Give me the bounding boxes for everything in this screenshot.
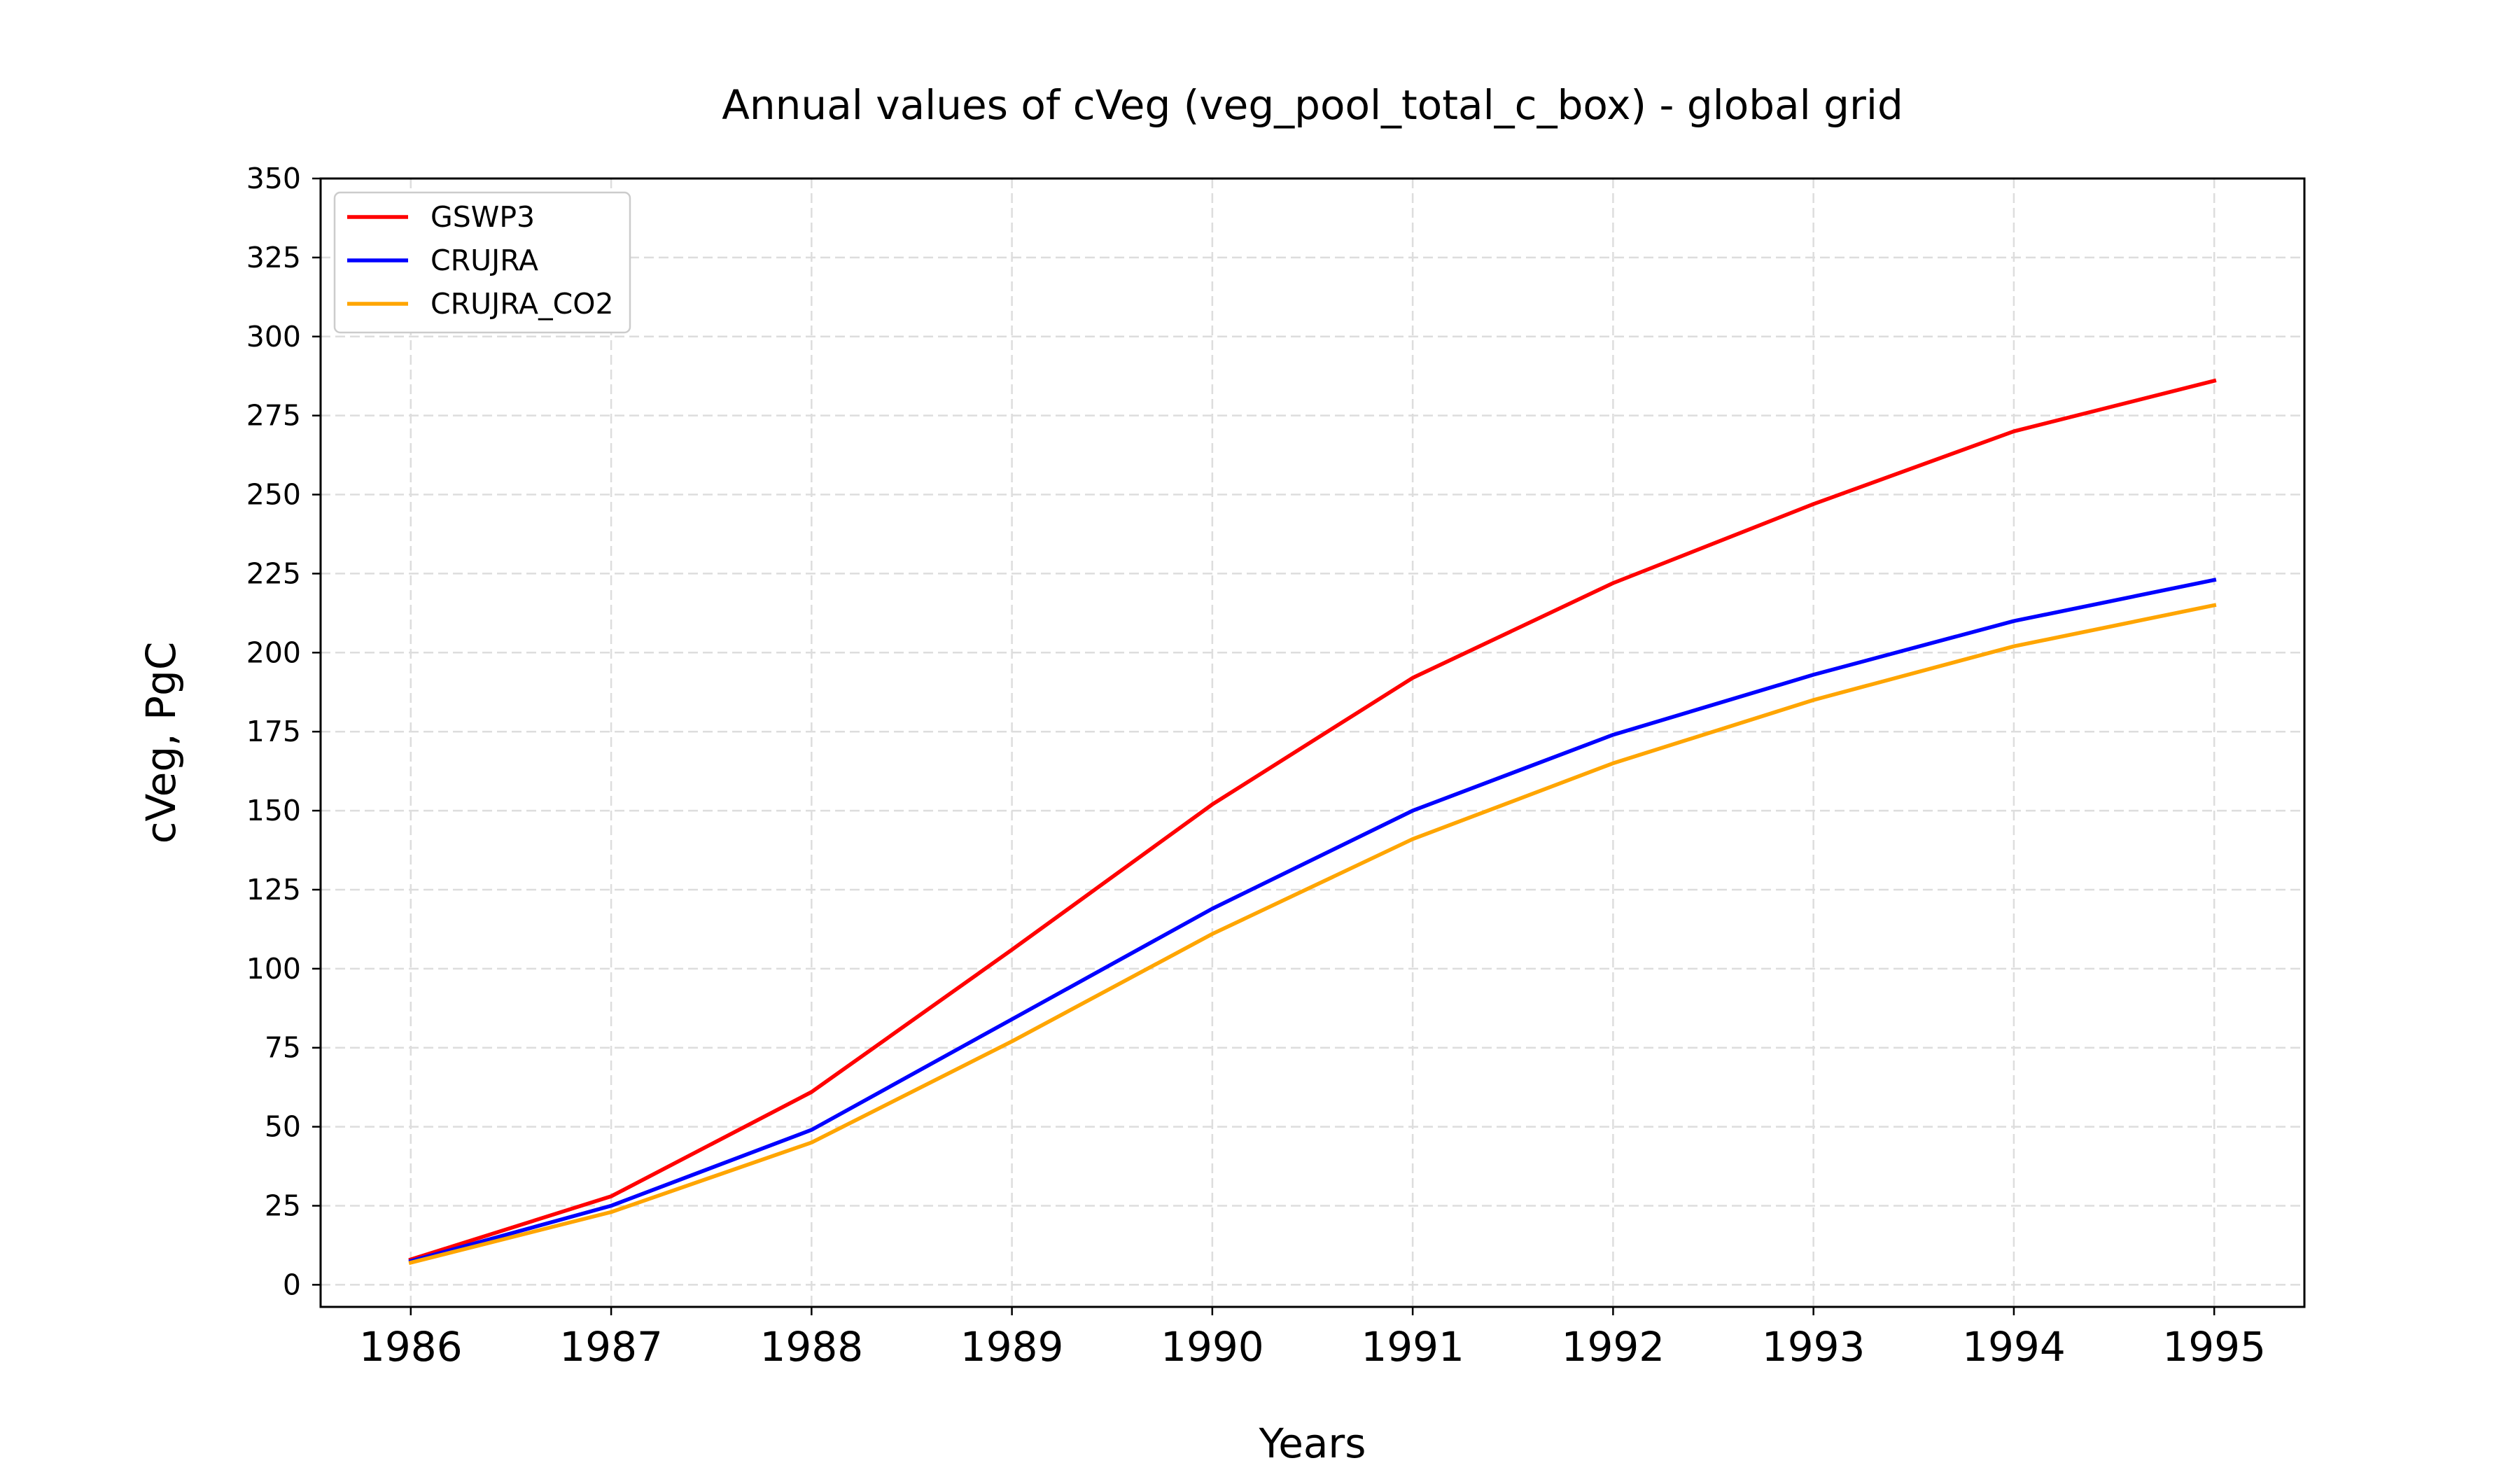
legend-label-crujra: CRUJRA [430, 244, 538, 277]
x-tick-label: 1991 [1361, 1323, 1464, 1371]
x-tick-label: 1987 [559, 1323, 663, 1371]
x-tick-label: 1990 [1161, 1323, 1264, 1371]
y-tick-label: 50 [265, 1110, 301, 1144]
plot-area-frame [319, 177, 2306, 1308]
y-tick-label: 300 [246, 320, 301, 354]
y-tick-label: 250 [246, 478, 301, 512]
y-tick-label: 0 [283, 1268, 301, 1301]
series-lines [408, 378, 2217, 1266]
y-axis-label: cVeg, PgC [137, 642, 185, 844]
series-line-crujra [408, 578, 2217, 1264]
legend-box [333, 191, 631, 334]
x-tick-label: 1994 [1962, 1323, 2066, 1371]
x-axis-label: Years [1258, 1420, 1366, 1467]
x-tick-label: 1992 [1562, 1323, 1665, 1371]
y-tick-label: 200 [246, 636, 301, 669]
x-tick-label: 1988 [760, 1323, 864, 1371]
series-line-crujra-co2 [408, 603, 2217, 1266]
series-line-gswp3 [408, 378, 2217, 1262]
y-tick-label: 275 [246, 399, 301, 433]
y-tick-label: 100 [246, 952, 301, 986]
x-tick-label: 1995 [2162, 1323, 2266, 1371]
y-tick-label: 350 [246, 162, 301, 195]
legend-label-crujra-co2: CRUJRA_CO2 [430, 287, 614, 321]
y-tick-label: 325 [246, 241, 301, 274]
y-tick-label: 175 [246, 715, 301, 748]
y-tick-label: 25 [265, 1189, 301, 1223]
y-tick-label: 150 [246, 794, 301, 827]
y-tick-label: 75 [265, 1031, 301, 1065]
chart-title: Annual values of cVeg (veg_pool_total_c_… [722, 81, 1903, 129]
x-tick-label: 1993 [1762, 1323, 1865, 1371]
y-tick-label: 125 [246, 873, 301, 906]
x-axis-ticks: 1986 1987 1988 1989 1990 1991 1992 1993 1994 1995 [359, 1307, 2266, 1371]
y-tick-label: 225 [246, 556, 301, 590]
x-tick-label: 1986 [359, 1323, 463, 1371]
y-axis-ticks: 0 25 50 75 100 125 150 175 200 225 250 275 300 325 350 [246, 162, 321, 1301]
legend-label-gswp3: GSWP3 [430, 200, 535, 234]
x-tick-label: 1989 [960, 1323, 1064, 1371]
legend: GSWP3 CRUJRA CRUJRA_CO2 [333, 191, 631, 334]
